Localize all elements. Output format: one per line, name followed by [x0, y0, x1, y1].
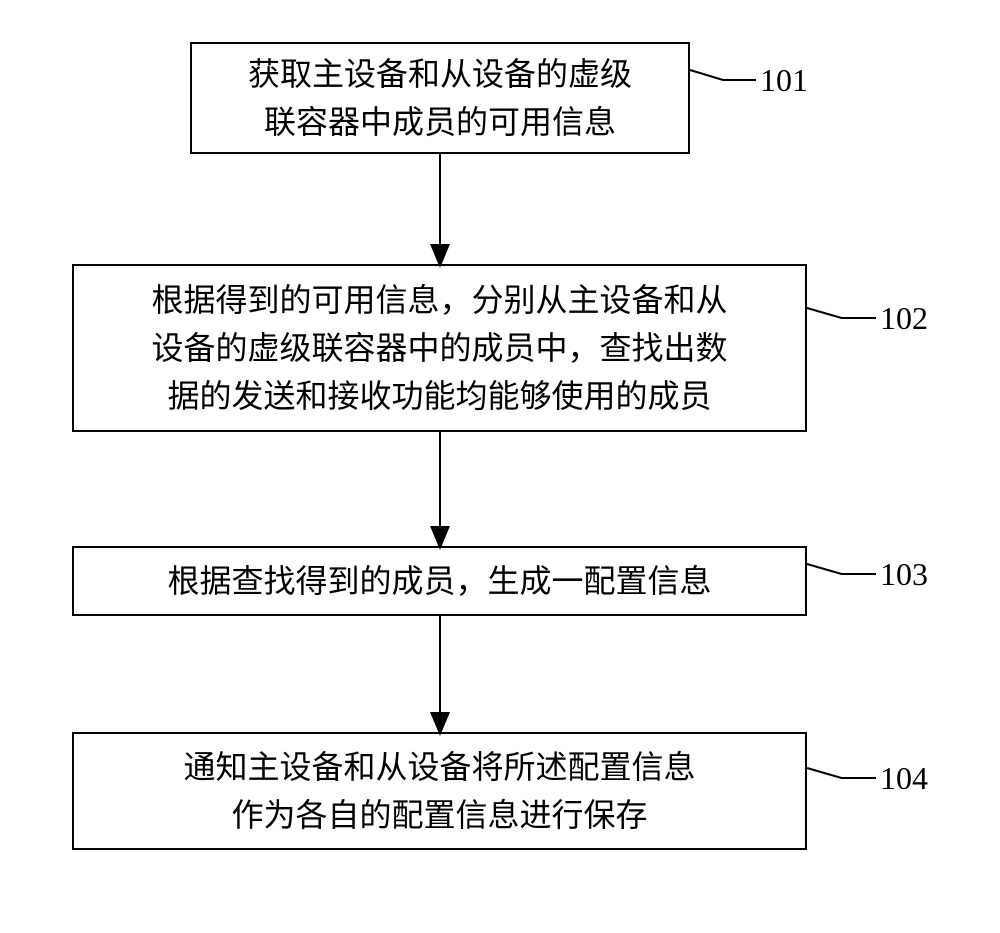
- leader-n1: [690, 70, 756, 80]
- leader-n4: [807, 768, 876, 778]
- leader-n3: [807, 564, 876, 574]
- flowchart-canvas: 获取主设备和从设备的虚级联容器中成员的可用信息根据得到的可用信息，分别从主设备和…: [0, 0, 1000, 933]
- leader-n2: [807, 308, 876, 318]
- connector-layer: [0, 0, 1000, 933]
